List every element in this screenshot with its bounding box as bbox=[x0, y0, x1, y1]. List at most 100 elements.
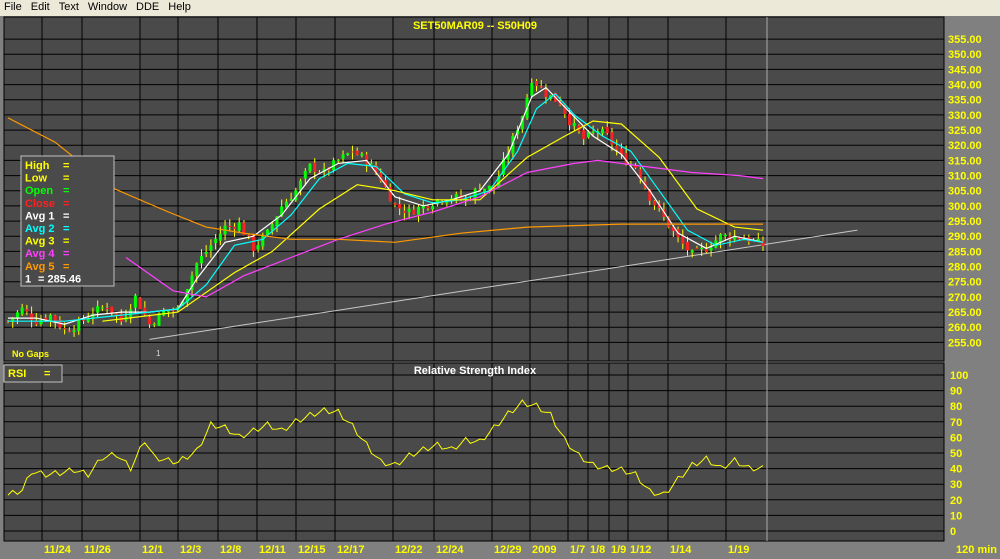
candle-body bbox=[756, 239, 760, 242]
candle-body bbox=[275, 216, 279, 227]
moving-average-line bbox=[125, 159, 764, 298]
candle-body bbox=[162, 310, 166, 316]
x-tick-label: 12/3 bbox=[180, 544, 201, 556]
candle-body bbox=[723, 234, 727, 237]
rsi-line bbox=[7, 399, 764, 496]
price-tick-label: 295.00 bbox=[948, 216, 982, 228]
candle-body bbox=[313, 162, 317, 172]
candle-body bbox=[402, 210, 406, 213]
candle-body bbox=[426, 206, 430, 209]
candle-body bbox=[218, 233, 222, 241]
price-tick-label: 270.00 bbox=[948, 292, 982, 304]
legend-label: Avg 3 bbox=[25, 236, 55, 248]
candle-body bbox=[431, 205, 435, 210]
candle-body bbox=[67, 330, 71, 332]
rsi-tick-label: 100 bbox=[950, 370, 968, 382]
candle-body bbox=[445, 201, 449, 204]
price-panel[interactable] bbox=[3, 16, 945, 362]
candle-body bbox=[256, 245, 260, 250]
menu-help[interactable]: Help bbox=[168, 1, 191, 13]
price-tick-label: 330.00 bbox=[948, 110, 982, 122]
candle-body bbox=[417, 206, 421, 215]
candle-body bbox=[195, 263, 199, 276]
menu-dde[interactable]: DDE bbox=[136, 1, 160, 13]
rsi-panel[interactable] bbox=[3, 362, 945, 542]
candle-body bbox=[520, 116, 524, 130]
moving-averages-layer bbox=[7, 86, 764, 325]
candle-body bbox=[473, 189, 477, 199]
price-tick-label: 340.00 bbox=[948, 80, 982, 92]
price-tick-label: 290.00 bbox=[948, 231, 982, 243]
price-tick-label: 260.00 bbox=[948, 322, 982, 334]
trendline[interactable] bbox=[149, 229, 858, 340]
legend-label: 1 bbox=[25, 273, 31, 285]
candle-body bbox=[77, 320, 81, 332]
price-tick-label: 315.00 bbox=[948, 155, 982, 167]
price-tick-label: 255.00 bbox=[948, 337, 982, 349]
candle-body bbox=[20, 307, 24, 315]
candle-body bbox=[388, 186, 392, 202]
price-tick-label: 335.00 bbox=[948, 95, 982, 107]
legend-value: = bbox=[63, 210, 69, 222]
legend-value: = bbox=[63, 185, 69, 197]
candle-body bbox=[686, 241, 689, 251]
rsi-legend-box[interactable] bbox=[3, 364, 63, 383]
candle-body bbox=[719, 234, 723, 243]
candle-body bbox=[308, 163, 312, 172]
legend-value: = bbox=[63, 198, 69, 210]
candle-body bbox=[539, 86, 543, 88]
candle-body bbox=[280, 206, 284, 217]
candle-body bbox=[48, 314, 52, 321]
candle-body bbox=[72, 330, 76, 332]
legend-label: Avg 1 bbox=[25, 210, 55, 222]
candle-body bbox=[299, 180, 303, 191]
price-tick-label: 350.00 bbox=[948, 49, 982, 61]
price-tick-label: 305.00 bbox=[948, 186, 982, 198]
candle-body bbox=[303, 171, 307, 179]
candle-body bbox=[704, 249, 708, 253]
candle-body bbox=[25, 309, 29, 312]
candle-body bbox=[374, 165, 378, 173]
candle-body bbox=[572, 122, 576, 127]
legend-value: = bbox=[63, 261, 69, 273]
price-tick-label: 300.00 bbox=[948, 201, 982, 213]
candle-body bbox=[558, 101, 562, 106]
price-tick-label: 285.00 bbox=[948, 246, 982, 258]
candle-body bbox=[199, 256, 203, 264]
menu-file[interactable]: File bbox=[4, 1, 22, 13]
candle-body bbox=[355, 150, 359, 155]
candle-body bbox=[605, 126, 609, 134]
candle-body bbox=[652, 200, 656, 206]
candle-body bbox=[270, 224, 274, 231]
candle-body bbox=[138, 297, 142, 310]
candle-body bbox=[119, 313, 123, 322]
price-tick-label: 280.00 bbox=[948, 262, 982, 274]
candle-body bbox=[171, 310, 175, 312]
trendline-layer bbox=[149, 229, 858, 340]
menu-text[interactable]: Text bbox=[58, 1, 79, 13]
candle-body bbox=[483, 188, 487, 193]
rsi-chart-title: Relative Strength Index bbox=[414, 365, 537, 377]
candle-body bbox=[535, 80, 538, 86]
candle-body bbox=[266, 229, 270, 235]
candle-body bbox=[638, 169, 642, 180]
price-legend-box[interactable]: High = Low = Open = Close = Avg 1 = Avg 2 = Avg 3 = Av… bbox=[20, 155, 115, 287]
candle-body bbox=[737, 237, 741, 240]
x-tick-label: 1/7 bbox=[570, 544, 585, 556]
rsi-tick-label: 40 bbox=[950, 464, 962, 476]
x-tick-label: 1/9 bbox=[611, 544, 626, 556]
candle-body bbox=[695, 247, 699, 249]
candle-body bbox=[634, 164, 638, 168]
x-tick-label: 12/11 bbox=[259, 544, 286, 556]
x-tick-label: 11/26 bbox=[84, 544, 111, 556]
menu-window[interactable]: Window bbox=[87, 1, 128, 13]
candle-body bbox=[487, 185, 491, 190]
rsi-tick-label: 20 bbox=[950, 495, 962, 507]
candle-body bbox=[53, 315, 57, 322]
candle-body bbox=[671, 226, 675, 231]
menu-edit[interactable]: Edit bbox=[30, 1, 50, 13]
candle-body bbox=[100, 307, 104, 309]
price-tick-label: 310.00 bbox=[948, 171, 982, 183]
candles-layer bbox=[6, 78, 765, 337]
rsi-tick-label: 60 bbox=[950, 432, 962, 444]
